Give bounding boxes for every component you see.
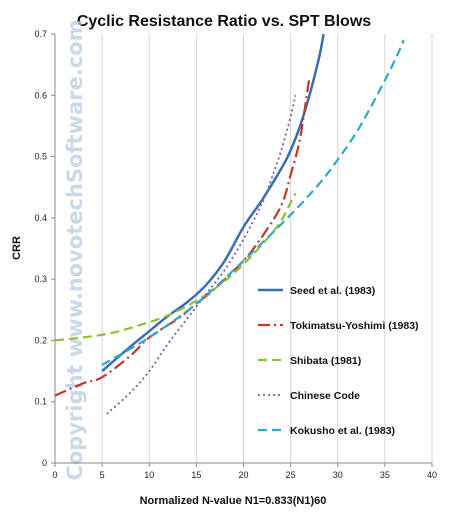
legend-label-5: Kokusho et al. (1983) <box>290 425 395 437</box>
chart-title: Cyclic Resistance Ratio vs. SPT Blows <box>77 13 371 30</box>
x-tick-label: 40 <box>427 470 437 480</box>
y-tick-label: 0.2 <box>34 335 47 345</box>
legend-label-4: Chinese Code <box>290 390 360 402</box>
series-line-5 <box>101 39 405 366</box>
axes <box>51 33 433 467</box>
x-axis-label: Normalized N-value N1=0.833(N1)60 <box>140 495 327 507</box>
tick-labels: 0 5 10 15 20 25 30 35 40 0 0.1 0.2 0.3 0.4 0.5 0.6 0.7 <box>34 29 437 480</box>
legend-label-2: Tokimatsu-Yoshimi (1983) <box>290 320 419 332</box>
series-line-2 <box>55 76 311 397</box>
series-line-3 <box>55 192 297 342</box>
y-tick-label: 0.5 <box>34 152 47 162</box>
y-tick-label: 0.6 <box>34 90 47 100</box>
watermark: Copyright www.novotechSoftware.com <box>63 19 87 480</box>
x-tick-label: 25 <box>286 470 296 480</box>
legend-label-1: Seed et al. (1983) <box>290 285 375 297</box>
y-tick-label: 0 <box>42 458 47 468</box>
x-tick-label: 20 <box>238 470 248 480</box>
y-tick-label: 0.4 <box>34 213 47 223</box>
series-line-4 <box>106 95 297 415</box>
series-line-1 <box>101 34 325 373</box>
x-tick-label: 15 <box>191 470 201 480</box>
y-tick-label: 0.1 <box>34 397 47 407</box>
y-tick-label: 0.3 <box>34 274 47 284</box>
x-tick-label: 10 <box>144 470 154 480</box>
legend-label-3: Shibata (1981) <box>290 355 361 367</box>
series-lines <box>55 34 405 415</box>
x-tick-label: 5 <box>100 470 105 480</box>
gridlines <box>101 34 433 463</box>
x-tick-label: 35 <box>380 470 390 480</box>
x-tick-label: 0 <box>52 470 57 480</box>
x-tick-label: 30 <box>333 470 343 480</box>
y-axis-label: CRR <box>11 236 23 260</box>
legend: Seed et al. (1983) Tokimatsu-Yoshimi (198… <box>258 285 419 437</box>
y-tick-label: 0.7 <box>34 29 47 39</box>
